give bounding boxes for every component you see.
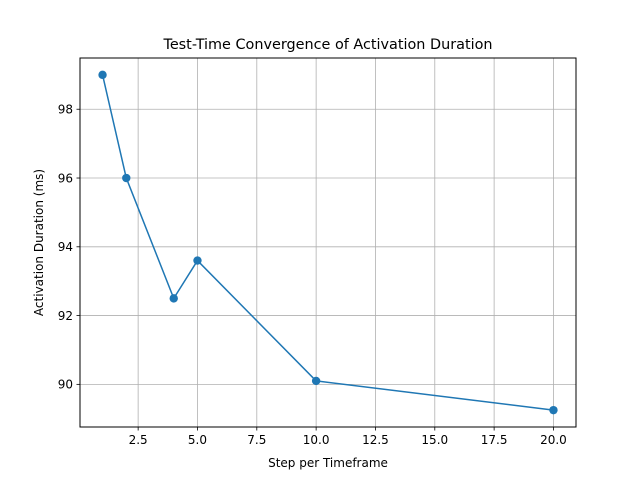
x-axis-label: Step per Timeframe: [268, 456, 388, 470]
series-layer: [98, 70, 558, 415]
x-tick-label: 2.5: [129, 433, 148, 447]
ticks: 2.5 5.0 7.5 10.0 12.5 15.0 17.5 20.0 90 92 94 96 98: [58, 103, 567, 447]
x-tick-label: 10.0: [303, 433, 330, 447]
data-point: [311, 376, 321, 386]
x-tick-label: 7.5: [247, 433, 266, 447]
data-point: [549, 405, 558, 415]
data-point: [169, 294, 178, 303]
y-tick-label: 94: [58, 240, 73, 254]
grid: [80, 58, 576, 427]
data-point: [98, 70, 107, 80]
x-tick-label: 20.0: [540, 433, 567, 447]
x-tick-label: 17.5: [481, 433, 508, 447]
y-tick-label: 98: [58, 103, 73, 117]
x-tick-label: 15.0: [421, 433, 448, 447]
x-tick-label: 12.5: [362, 433, 389, 447]
y-tick-label: 90: [58, 378, 73, 392]
data-point: [122, 173, 131, 183]
series-line: [101, 74, 554, 411]
x-tick-label: 5.0: [188, 433, 207, 447]
data-point: [193, 256, 202, 265]
chart-title: Test-Time Convergence of Activation Dura…: [162, 37, 492, 53]
y-tick-label: 92: [58, 309, 73, 323]
plot-frame: [79, 57, 577, 428]
y-tick-label: 96: [58, 171, 73, 185]
y-axis-label: Activation Duration (ms): [32, 169, 46, 316]
